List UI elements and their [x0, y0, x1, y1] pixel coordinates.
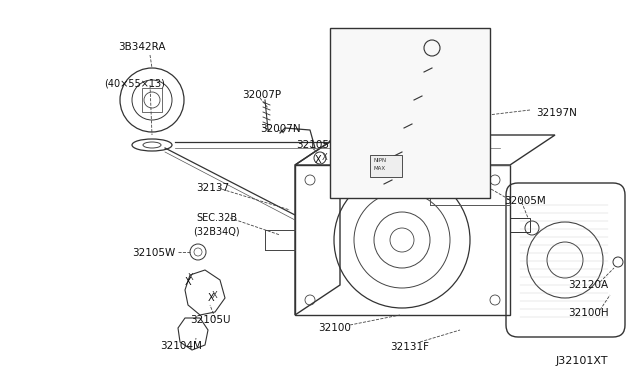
- Text: (40×55×13): (40×55×13): [104, 78, 165, 88]
- Text: X: X: [322, 153, 328, 162]
- Text: (32B34Q): (32B34Q): [193, 226, 239, 236]
- Text: 32120A: 32120A: [568, 280, 608, 290]
- Text: MAX: MAX: [374, 166, 386, 171]
- Text: 32137: 32137: [196, 183, 229, 193]
- Bar: [330, 28, 490, 198]
- Text: SEC.32B: SEC.32B: [196, 213, 237, 223]
- Text: 3B342RA: 3B342RA: [118, 42, 166, 52]
- Bar: [370, 155, 402, 177]
- Text: 32007P: 32007P: [242, 90, 281, 100]
- Text: 32131F: 32131F: [390, 342, 429, 352]
- Bar: [142, 88, 162, 112]
- Text: X: X: [208, 293, 214, 303]
- Text: X: X: [188, 273, 194, 282]
- Text: 32197N: 32197N: [536, 108, 577, 118]
- Text: 32105W: 32105W: [296, 140, 339, 150]
- Text: 32104M: 32104M: [160, 341, 202, 351]
- Text: 32007N: 32007N: [260, 124, 301, 134]
- Text: J32101XT: J32101XT: [556, 356, 609, 366]
- Text: 32105W: 32105W: [132, 248, 175, 258]
- Text: 32100H: 32100H: [568, 308, 609, 318]
- Text: NIPN: NIPN: [374, 158, 387, 163]
- Text: 32005M: 32005M: [504, 196, 546, 206]
- Text: X: X: [315, 155, 322, 165]
- Text: 32120AA: 32120AA: [440, 175, 488, 185]
- Text: X: X: [185, 277, 191, 287]
- Text: 32105U: 32105U: [190, 315, 230, 325]
- Text: 32010R: 32010R: [360, 48, 400, 58]
- Text: 32100: 32100: [318, 323, 351, 333]
- Text: X: X: [212, 291, 218, 300]
